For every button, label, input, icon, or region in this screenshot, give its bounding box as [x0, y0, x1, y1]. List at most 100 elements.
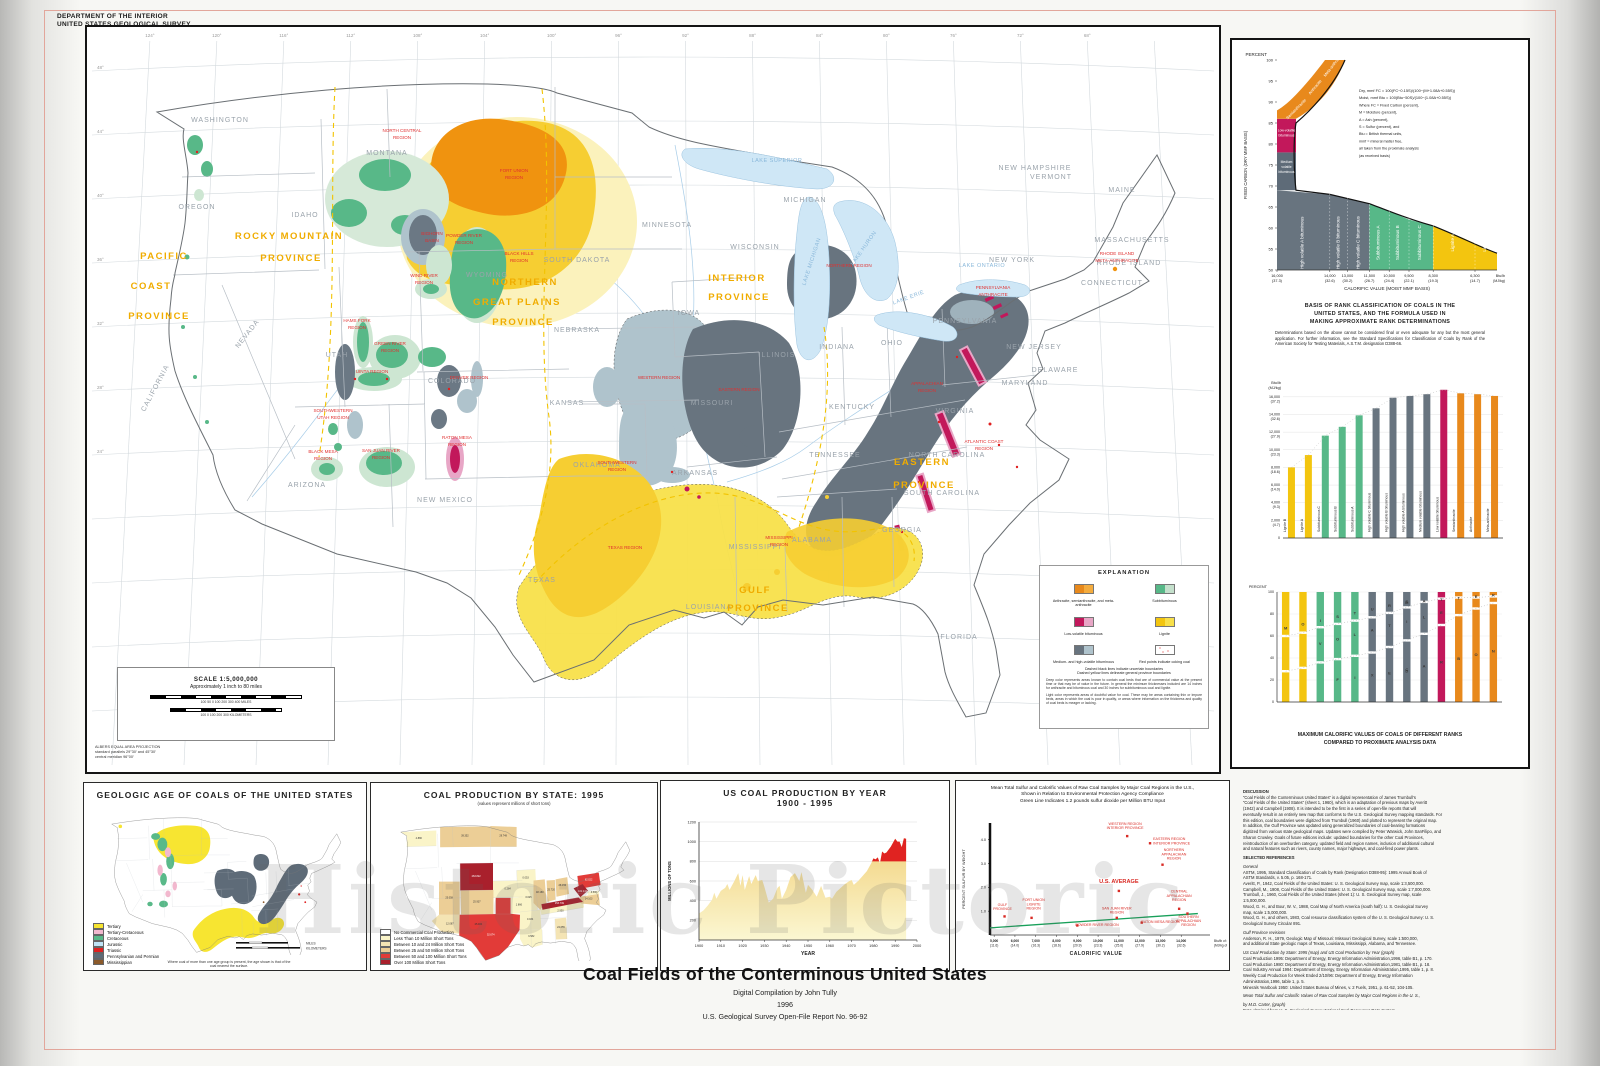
legend-label: Less Than 10 Million Short Tons — [394, 935, 454, 941]
shape — [1351, 619, 1359, 622]
discussion-line: Wood, G. H., and others, 1983, Coal reso… — [1243, 915, 1435, 921]
state-value: 162.142 — [578, 890, 588, 893]
region-label: EASTERN REGION — [718, 387, 759, 392]
state-label: IOWA — [678, 310, 700, 317]
graticule-line — [111, 40, 151, 766]
shape — [1437, 597, 1446, 600]
word-letter: R — [1492, 592, 1495, 597]
discussion-line: Averitt, P., 1942, Coal Fields of the Un… — [1243, 881, 1424, 887]
state-label: ALABAMA — [792, 537, 832, 544]
tick-label: 1980 — [869, 944, 877, 948]
tick-label: 0 — [1272, 700, 1274, 704]
state-label: DELAWARE — [1032, 367, 1079, 374]
bar — [1457, 393, 1465, 538]
calorific-bar-chart: Btu/lb(MJ/kg) 16,000(37.2) 14,000(32.6) 12,… — [1268, 381, 1503, 540]
axis-unit: (MJ/kg) — [1268, 386, 1281, 390]
state-label: OKLAHOMA — [573, 462, 621, 469]
data-point — [1161, 863, 1164, 866]
legend-label: Over 100 Million Short Tons — [394, 959, 446, 965]
discussion-line: Minerals Yearbook 1950: United States Bu… — [1243, 984, 1414, 990]
tick-label: 8,000 — [1052, 939, 1060, 943]
stacked-bar — [1333, 592, 1342, 702]
tick-label: 70 — [1269, 184, 1274, 189]
legend-label: Between 25 and 50 Million Short Tons — [394, 947, 465, 953]
shape — [1316, 626, 1324, 629]
shape — [1351, 654, 1359, 657]
tick-label: 7,000 — [1032, 939, 1040, 943]
tick-label: 1970 — [847, 944, 855, 948]
scale-text: SCALE 1:5,000,000 — [193, 676, 259, 683]
region-label: PENNSYLVANIA — [976, 285, 1011, 290]
graticule-line — [327, 40, 352, 766]
discussion-line: Geological Survey Circular 891. — [1243, 921, 1302, 927]
longitude-label: 96° — [615, 33, 622, 38]
legend-label: Red points indicate coking coal — [1139, 659, 1190, 664]
rank-strip-label: Subbituminous A — [1375, 225, 1380, 260]
axis-unit: Btu/lb of coal — [1214, 939, 1227, 943]
longitude-label: 120° — [212, 33, 222, 38]
tick-label: 1000 — [688, 840, 696, 844]
region-label: UTAH REGION — [317, 415, 349, 420]
bar — [1287, 467, 1295, 538]
lake-label: LAKE ONTARIO — [959, 263, 1005, 269]
age-legend-item: Mississippian — [93, 958, 159, 966]
tick-label: 2.0 — [981, 886, 986, 890]
word-letter: T — [1354, 610, 1357, 615]
tick-label: 65 — [1269, 205, 1274, 210]
data-point — [1140, 921, 1143, 924]
axis-title: PERCENT — [1249, 585, 1268, 589]
point-label: RATON MESA REGION — [1141, 920, 1180, 924]
formula-line: M = Moisture (percent), — [1359, 111, 1397, 115]
word-letter: E — [1475, 594, 1478, 599]
tick-label: (30.2) — [1156, 944, 1165, 948]
tick-label: 90 — [1269, 100, 1274, 105]
state-label: NORTH CAROLINA — [909, 452, 986, 459]
projection-line: standard parallels 29°30′ and 45°30′ — [95, 749, 156, 754]
projection-note: ALBERS EQUAL AREA PROJECTION standard par… — [95, 745, 160, 760]
legend-swatch — [93, 958, 104, 966]
tick-label: 50 — [1269, 268, 1274, 273]
longitude-label: 112° — [346, 33, 355, 38]
tick-label: 1.0 — [981, 909, 986, 913]
tick-label: 14,000 — [1324, 274, 1336, 278]
state-label: ARKANSAS — [672, 470, 718, 477]
discussion-line: eventually result in an entirely new map… — [1243, 811, 1443, 817]
state-label: UTAH — [326, 352, 349, 359]
state-label: MAINE — [1108, 187, 1135, 194]
province-label: PROVINCE — [492, 317, 554, 328]
discussion-line: Wood, G. H., and Bour, W. V., 1988, Coal… — [1243, 903, 1429, 909]
tick-label: 4.0 — [981, 838, 986, 842]
tick-label: 1940 — [782, 944, 790, 948]
rank-caption-line2: UNITED STATES, AND THE FORMULA USED IN — [1314, 311, 1446, 318]
tick-label: 8,000 — [1271, 465, 1280, 469]
production-map-title: COAL PRODUCTION BY STATE: 1995 — [423, 790, 605, 800]
legend-label: No Commercial Coal Production — [394, 929, 454, 935]
region-label: REGION — [381, 348, 399, 353]
state-value: 24.655 — [557, 926, 565, 929]
production-by-year-panel: US COAL PRODUCTION BY YEAR 1900 - 1995 1… — [660, 780, 950, 971]
latitude-label: 32° — [97, 321, 104, 326]
production-chart: 1200 1000 800 600 400 200 1900 1910 1920 1930 1940… — [667, 820, 921, 957]
tick-label: 1200 — [688, 820, 696, 824]
rank-block-label: bituminous — [1279, 170, 1295, 174]
state-label: MONTANA — [366, 150, 407, 157]
discussion-line: US Coal Production by State: 1995 (map) … — [1243, 950, 1395, 956]
rank-caption-note: Determinations based on the above cannot… — [1275, 330, 1485, 347]
formula-line: Moist, mmf Btu = 100(Btu−50S)/(100−(1.08… — [1359, 95, 1452, 100]
legend-label: Mississippian — [107, 959, 132, 965]
legend-swatch — [1073, 644, 1094, 655]
tick-label: 9,000 — [1073, 939, 1081, 943]
discussion-line: this edition, coal boundaries were digit… — [1243, 817, 1438, 823]
point-label: REGION — [1167, 857, 1182, 861]
word-letter: N — [1492, 649, 1495, 654]
data-point — [1148, 842, 1152, 845]
stacked-bar — [1281, 592, 1290, 702]
region-label: BASIN — [425, 238, 439, 243]
tick-label: 3.0 — [981, 862, 986, 866]
legend-swatch — [1073, 616, 1094, 627]
shape — [1420, 600, 1428, 604]
tick-label: 0 — [1278, 536, 1280, 540]
legend-label: Lignite — [1159, 631, 1170, 636]
epa-line — [989, 912, 1198, 929]
